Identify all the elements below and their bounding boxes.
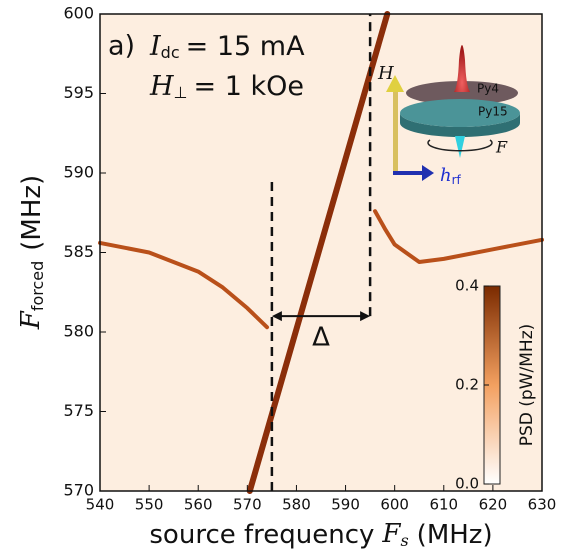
y-tick-label: 570	[63, 481, 94, 500]
y-tick-label: 575	[63, 401, 94, 420]
py15-label: Py15	[478, 105, 508, 119]
x-tick-label: 580	[282, 496, 311, 514]
x-tick-label: 590	[331, 496, 360, 514]
colorbar-label: PSD (pW/MHz)	[517, 324, 537, 447]
x-tick-label: 630	[528, 496, 557, 514]
x-tick-label: 550	[135, 496, 164, 514]
py4-label: Py4	[477, 82, 499, 96]
h-label: H	[377, 63, 394, 84]
panel-label: a)	[108, 31, 135, 62]
py15-side	[400, 113, 520, 137]
x-tick-label: 600	[380, 496, 409, 514]
colorbar-tick-label: 0.4	[455, 277, 479, 295]
inset: Py4 Py15 H F hrf	[377, 45, 520, 187]
x-tick-label: 540	[86, 496, 115, 514]
hrf-arrow	[393, 171, 423, 175]
y-tick-label: 580	[63, 322, 94, 341]
span-label: Δ	[312, 323, 330, 353]
hrf-arrowhead	[422, 165, 434, 181]
data-line	[373, 209, 544, 265]
py4-disk	[406, 81, 518, 105]
data-line	[98, 240, 269, 330]
x-tick-label: 560	[184, 496, 213, 514]
y-tick-label: 590	[63, 163, 94, 182]
annotation: H⊥ = 1 kOe	[149, 71, 304, 102]
y-tick-label: 600	[63, 4, 94, 23]
h-arrow	[393, 88, 398, 173]
x-axis-label: source frequency Fs (MHz)	[149, 519, 492, 550]
y-tick-label: 595	[63, 83, 94, 102]
x-tick-label: 570	[233, 496, 262, 514]
colorbar-tick-label: 0.0	[455, 475, 479, 493]
h-arrowhead	[386, 75, 404, 92]
rotation-label: F	[495, 138, 508, 157]
py4-peak	[454, 45, 470, 92]
x-tick-label: 620	[479, 496, 508, 514]
x-tick-label: 610	[429, 496, 458, 514]
y-tick-label: 585	[63, 242, 94, 261]
hrf-label: hrf	[440, 165, 462, 187]
y-axis-label: Fforced(MHz)	[16, 175, 47, 330]
arrowhead	[271, 311, 371, 322]
py15-peak	[455, 136, 465, 158]
colorbar-tick-label: 0.2	[455, 376, 479, 394]
rotation-arrow	[427, 139, 493, 152]
annotation: Idc = 15 mA	[149, 31, 305, 62]
py15-disk	[400, 99, 520, 127]
